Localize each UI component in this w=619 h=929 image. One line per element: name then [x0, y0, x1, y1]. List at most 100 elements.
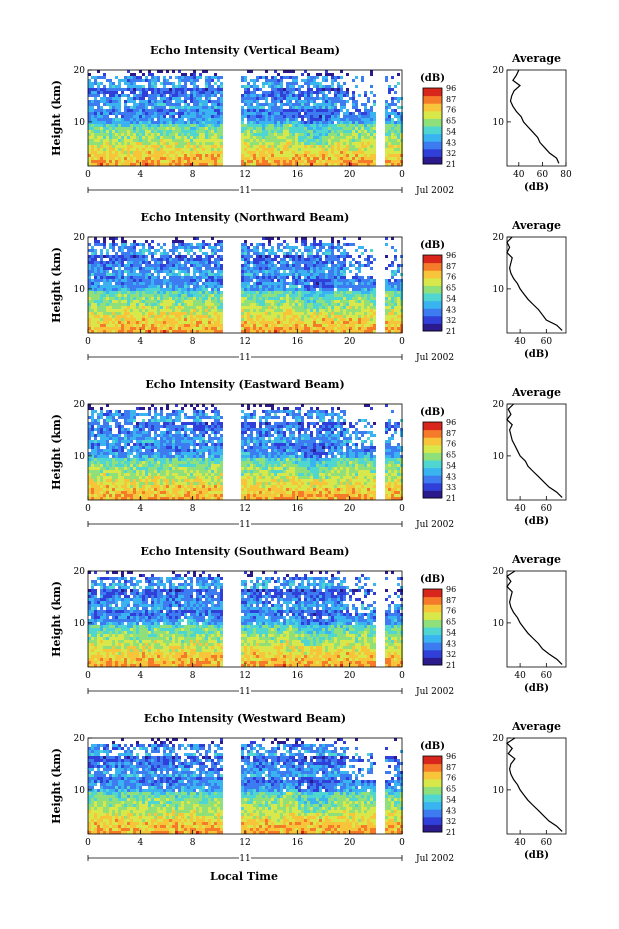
profile-y-tick-label: 20: [493, 567, 505, 577]
colorbar-tick-label: 87: [446, 429, 456, 438]
y-axis-label: Height (km): [50, 80, 63, 156]
colorbar-swatch: [423, 611, 442, 620]
colorbar-swatch: [423, 763, 442, 772]
profile-x-label: (dB): [524, 850, 549, 861]
colorbar-swatch: [423, 103, 442, 112]
colorbar-swatch: [423, 482, 442, 491]
colorbar-swatch: [423, 437, 442, 446]
profile-frame: [506, 69, 567, 167]
profile-x-tick-label: 40: [514, 337, 526, 347]
colorbar-tick-label: 76: [446, 106, 456, 115]
profile-y-tick-label: 10: [493, 786, 505, 796]
colorbar-swatch: [423, 801, 442, 810]
colorbar-tick-label: 54: [446, 461, 456, 470]
y-tick-label: 10: [74, 285, 86, 295]
x-tick-label: 8: [190, 671, 196, 681]
y-axis-label: Height (km): [50, 748, 63, 824]
heatmap-cells: [88, 70, 403, 166]
x-tick-label: 12: [239, 337, 250, 347]
profile-frame: [506, 570, 567, 668]
colorbar-tick-label: 54: [446, 127, 456, 136]
x-tick-label: 8: [190, 838, 196, 848]
colorbar-tick-label: 96: [446, 418, 456, 427]
day-label: 11: [239, 854, 250, 864]
day-label: 11: [239, 186, 250, 196]
y-tick-label: 20: [74, 233, 86, 243]
profile-x-tick-label: 60: [537, 170, 549, 180]
colorbar-swatch: [423, 824, 442, 833]
colorbar-tick-label: 32: [446, 817, 456, 826]
colorbar-tick-label: 76: [446, 607, 456, 616]
colorbar-swatch: [423, 490, 442, 499]
x-tick-label: 12: [239, 504, 250, 514]
colorbar-swatch: [423, 778, 442, 787]
colorbar-swatch: [423, 148, 442, 157]
colorbar-unit: (dB): [420, 407, 445, 418]
colorbar-swatch: [423, 642, 442, 651]
profile-y-tick-label: 10: [493, 619, 505, 629]
colorbar-swatch: [423, 809, 442, 818]
date-label: Jul 2002: [415, 854, 454, 864]
colorbar-swatch: [423, 285, 442, 294]
heatmap-cells: [88, 738, 403, 834]
panel-title: Echo Intensity (Vertical Beam): [150, 44, 340, 57]
colorbar-tick-label: 87: [446, 262, 456, 271]
x-tick-label: 0: [85, 337, 91, 347]
x-tick-label: 0: [85, 170, 91, 180]
profile-title: Average: [511, 219, 561, 232]
profile-x-tick-label: 60: [541, 337, 553, 347]
date-label: Jul 2002: [415, 687, 454, 697]
colorbar-swatch: [423, 816, 442, 825]
colorbar-tick-label: 43: [446, 806, 456, 815]
colorbar-swatch: [423, 293, 442, 302]
colorbar-swatch: [423, 118, 442, 127]
x-tick-label: 4: [137, 504, 143, 514]
colorbar-swatch: [423, 315, 442, 324]
day-label: 11: [239, 520, 250, 530]
colorbar-swatch: [423, 619, 442, 628]
x-tick-label: 4: [137, 671, 143, 681]
colorbar-swatch: [423, 452, 442, 461]
x-tick-label: 16: [292, 337, 304, 347]
colorbar-tick-label: 54: [446, 628, 456, 637]
colorbar-swatch: [423, 95, 442, 104]
colorbar-tick-label: 54: [446, 795, 456, 804]
colorbar-swatch: [423, 467, 442, 476]
profile-title: Average: [511, 553, 561, 566]
y-tick-label: 20: [74, 567, 86, 577]
colorbar-swatch: [423, 589, 442, 598]
profile-x-tick-label: 80: [560, 170, 572, 180]
x-tick-label: 16: [292, 170, 304, 180]
colorbar-tick-label: 87: [446, 95, 456, 104]
colorbar-swatch: [423, 657, 442, 666]
x-tick-label: 16: [292, 504, 304, 514]
colorbar-tick-label: 87: [446, 596, 456, 605]
x-tick-label: 0: [85, 504, 91, 514]
colorbar-frame: [422, 254, 443, 332]
colorbar-tick-label: 65: [446, 284, 456, 293]
x-tick-label: 16: [292, 671, 304, 681]
colorbar-tick-label: 76: [446, 273, 456, 282]
colorbar-swatch: [423, 634, 442, 643]
colorbar-swatch: [423, 794, 442, 803]
colorbar-swatch: [423, 126, 442, 135]
colorbar-swatch: [423, 460, 442, 469]
colorbar-swatch: [423, 141, 442, 150]
panel-1: Echo Intensity (Northward Beam) Height (k…: [50, 211, 567, 363]
colorbar-tick-label: 43: [446, 305, 456, 314]
colorbar-tick-label: 96: [446, 585, 456, 594]
colorbar-swatch: [423, 604, 442, 613]
y-tick-label: 20: [74, 66, 86, 76]
colorbar-swatch: [423, 110, 442, 119]
profile-line: [506, 737, 563, 832]
profile-y-tick-label: 10: [493, 285, 505, 295]
day-label: 11: [239, 687, 250, 697]
x-tick-label: 4: [137, 337, 143, 347]
colorbar-tick-label: 76: [446, 440, 456, 449]
colorbar-swatch: [423, 475, 442, 484]
profile-y-tick-label: 20: [493, 400, 505, 410]
colorbar-swatch: [423, 308, 442, 317]
colorbar-swatch: [423, 422, 442, 431]
profile-frame: [506, 403, 567, 501]
